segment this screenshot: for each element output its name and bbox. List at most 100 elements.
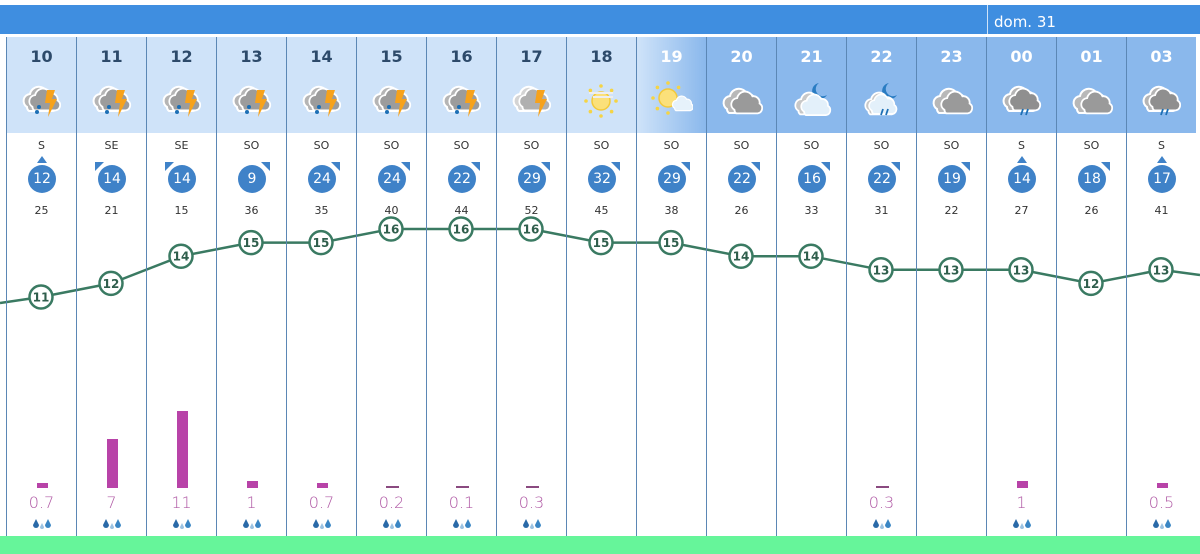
wind-direction: SO [1083, 139, 1100, 152]
precip-bar [177, 411, 188, 488]
precip-bar [107, 439, 118, 488]
precip-bar [456, 486, 469, 488]
wind-arrow-icon [611, 162, 620, 171]
temperature-label: 13 [1013, 263, 1030, 277]
storm-rain-icon [91, 81, 133, 119]
temperature-label: 15 [593, 236, 610, 250]
hour-header [357, 37, 426, 133]
wind-arrow-icon [37, 156, 47, 163]
wind-arrow-icon [165, 162, 174, 171]
temperature-label: 13 [943, 263, 960, 277]
wind-direction: SO [733, 139, 750, 152]
wind-speed-badge: 14 [98, 165, 126, 193]
temperature-point [1008, 257, 1034, 283]
temperature-point [938, 257, 964, 283]
wind-gust: 21 [104, 204, 119, 217]
rain-drops-icon [381, 516, 403, 535]
moon-cloud-icon [791, 81, 833, 119]
precip-bar [386, 486, 399, 488]
temperature-label: 16 [453, 223, 470, 237]
rain-drops-icon [311, 516, 333, 535]
temperature-point [28, 284, 54, 310]
rain-drops-icon [101, 516, 123, 535]
cloudy-icon [1071, 81, 1114, 119]
wind-direction: SO [383, 139, 400, 152]
hour-column: 10 S 12 25 0.7 [6, 37, 76, 554]
wind-speed-badge: 12 [28, 165, 56, 193]
wind-arrow-icon [681, 162, 690, 171]
rain-drops-icon [1151, 516, 1173, 535]
precip-bar [37, 483, 48, 488]
wind-arrow-icon [1157, 156, 1167, 163]
wind-arrow-icon [95, 162, 104, 171]
storm-rain-icon [301, 81, 343, 119]
hour-label: 00 [1010, 47, 1033, 66]
wind-direction: SO [453, 139, 470, 152]
wind-direction: SO [943, 139, 960, 152]
hour-label: 17 [520, 47, 543, 66]
wind-direction: S [38, 139, 45, 152]
storm-light-icon [511, 81, 553, 119]
storm-rain-icon [441, 81, 483, 119]
hour-header [917, 37, 986, 133]
precip-bar [247, 481, 258, 488]
precip-bar [317, 483, 328, 488]
wind-speed-badge: 14 [1008, 165, 1036, 193]
storm-rain-icon [21, 81, 63, 119]
day-label: dom. 31 [987, 5, 1056, 34]
temperature-point [868, 257, 894, 283]
hour-label: 10 [30, 47, 53, 66]
rain-drops-icon [31, 516, 53, 535]
cloudy-icon [721, 81, 764, 119]
hour-label: 18 [590, 47, 613, 66]
hour-header [637, 37, 706, 133]
rain-drops-icon [1011, 516, 1033, 535]
wind-direction: SO [803, 139, 820, 152]
precip-value: 0.3 [518, 493, 545, 512]
wind-gust: 33 [804, 204, 819, 217]
hour-label: 22 [870, 47, 893, 66]
wind-speed-badge: 29 [518, 165, 546, 193]
precip-value: 11 [171, 493, 192, 512]
precip-bar [526, 486, 539, 488]
precip-value: 7 [106, 493, 117, 512]
wind-gust: 38 [664, 204, 679, 217]
cloud-rain-icon [1141, 81, 1183, 119]
wind-speed-badge: 14 [168, 165, 196, 193]
temperature-point [168, 243, 194, 269]
wind-direction: SO [663, 139, 680, 152]
temperature-point [1148, 257, 1174, 283]
hour-label: 15 [380, 47, 403, 66]
temperature-point [798, 243, 824, 269]
hour-header [987, 37, 1056, 133]
precip-bar [1017, 481, 1028, 488]
temperature-point [658, 229, 684, 256]
rain-drops-icon [871, 516, 893, 535]
wind-arrow-icon [1101, 162, 1110, 171]
wind-arrow-icon [401, 162, 410, 171]
rain-drops-icon [241, 516, 263, 535]
hour-header [77, 37, 146, 133]
precip-value: 1 [246, 493, 257, 512]
precip-value: 0.1 [448, 493, 475, 512]
sun-haze-icon [581, 81, 623, 119]
hour-column: 20 SO 22 26 [706, 37, 776, 554]
rain-drops-icon [171, 516, 193, 535]
hour-column: 18 SO 32 45 [566, 37, 636, 554]
storm-rain-icon [371, 81, 413, 119]
hour-label: 14 [310, 47, 333, 66]
wind-gust: 35 [314, 204, 329, 217]
hour-column: 11 SE 14 21 7 [76, 37, 146, 554]
bottom-status-bar [0, 536, 1200, 554]
wind-gust: 26 [734, 204, 749, 217]
storm-rain-icon [161, 81, 203, 119]
precip-value: 0.5 [1148, 493, 1175, 512]
hour-header [7, 37, 76, 133]
wind-arrow-icon [541, 162, 550, 171]
temperature-point [1078, 270, 1104, 297]
temperature-point [378, 216, 404, 242]
wind-arrow-icon [751, 162, 760, 171]
wind-gust: 45 [594, 204, 609, 217]
hour-label: 01 [1080, 47, 1103, 66]
temperature-label: 11 [33, 291, 50, 305]
